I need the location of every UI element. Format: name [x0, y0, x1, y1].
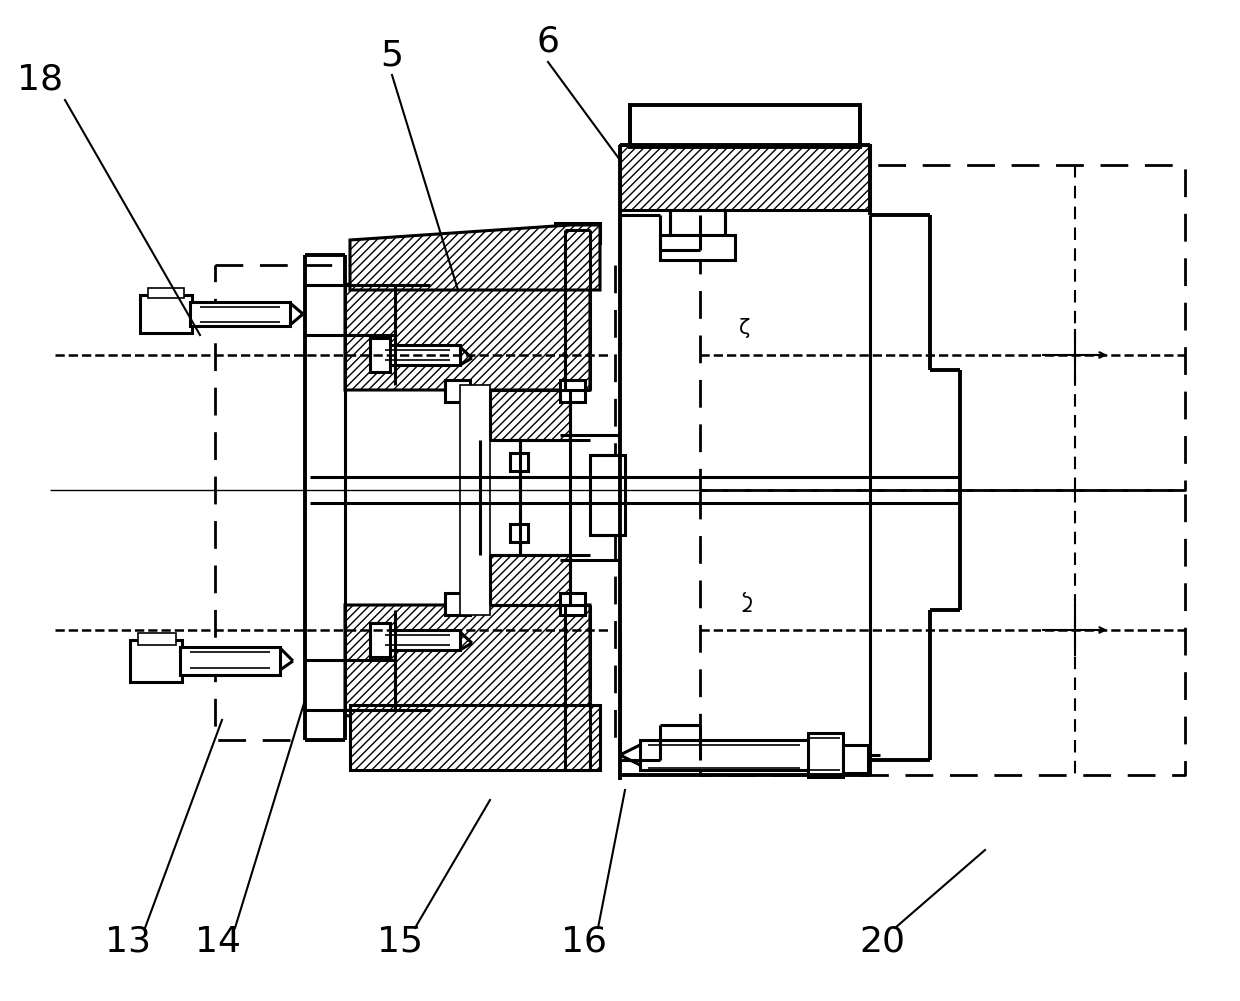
Polygon shape — [350, 225, 600, 290]
Bar — [620, 145, 870, 210]
Bar — [480, 440, 520, 555]
Text: 18: 18 — [17, 63, 63, 97]
Bar — [560, 380, 585, 402]
Bar — [490, 555, 570, 605]
Bar — [640, 740, 810, 770]
Bar — [510, 524, 528, 542]
Polygon shape — [350, 705, 600, 770]
Bar — [467, 453, 486, 471]
Bar — [843, 745, 868, 773]
Text: 13: 13 — [105, 925, 151, 959]
Bar — [190, 302, 290, 326]
Bar — [180, 647, 280, 675]
Text: 20: 20 — [859, 925, 905, 959]
Text: 6: 6 — [537, 25, 559, 59]
Bar — [445, 380, 470, 402]
Bar — [808, 733, 843, 777]
Bar — [630, 105, 861, 147]
Bar — [130, 640, 182, 682]
Bar — [490, 390, 570, 440]
Bar — [379, 345, 460, 365]
Bar — [590, 455, 625, 535]
Text: ζ: ζ — [739, 318, 750, 338]
Bar — [510, 453, 528, 471]
Text: 5: 5 — [381, 38, 403, 72]
Polygon shape — [345, 230, 590, 390]
Bar — [460, 385, 490, 615]
Text: 15: 15 — [377, 925, 423, 959]
Text: 16: 16 — [560, 925, 608, 959]
Text: 14: 14 — [195, 925, 241, 959]
Bar — [140, 295, 192, 333]
Bar — [379, 630, 460, 650]
Text: ζ: ζ — [739, 590, 750, 610]
Bar — [560, 593, 585, 615]
Bar — [660, 235, 735, 260]
Bar — [467, 524, 486, 542]
Bar — [556, 223, 600, 243]
Bar — [445, 593, 470, 615]
Bar — [670, 210, 725, 235]
Bar — [148, 288, 184, 298]
Polygon shape — [345, 605, 590, 770]
Bar — [370, 623, 391, 657]
Bar — [370, 338, 391, 372]
Bar — [138, 633, 176, 645]
